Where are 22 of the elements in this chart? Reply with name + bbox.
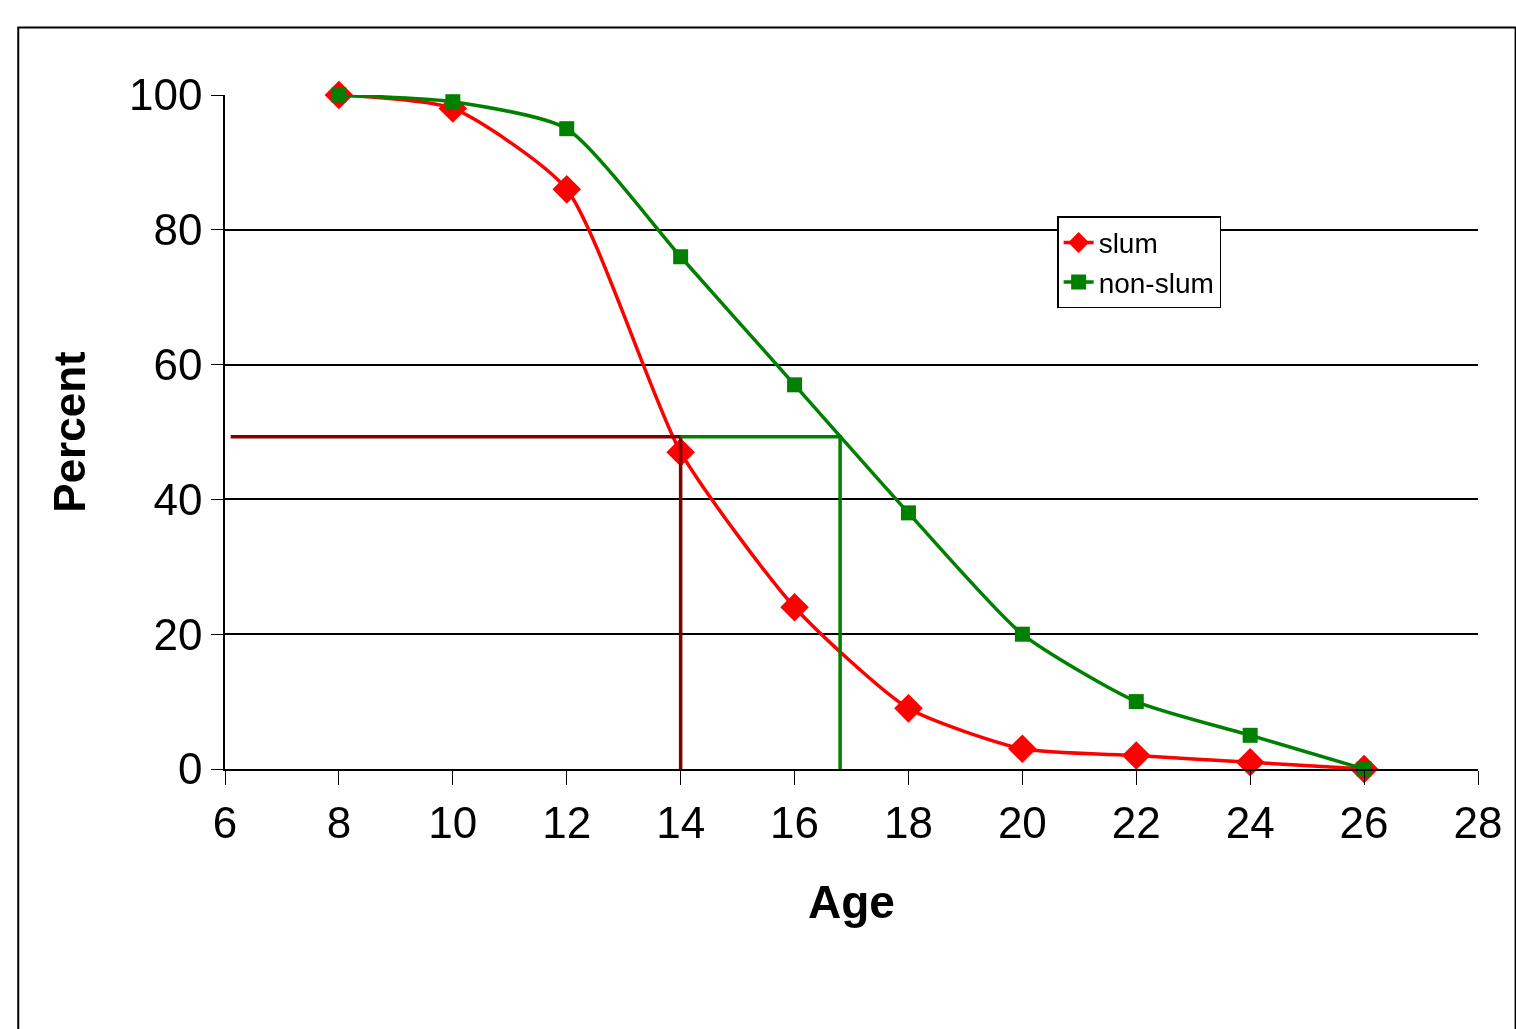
y-tick-label: 40 xyxy=(153,474,203,524)
x-axis-title: Age xyxy=(808,875,895,928)
x-tick-label: 20 xyxy=(997,797,1047,847)
x-tick-label: 14 xyxy=(656,797,706,847)
x-tick-label: 18 xyxy=(883,797,933,847)
y-tick-label: 60 xyxy=(153,340,203,389)
x-tick-label: 22 xyxy=(1111,797,1161,847)
x-tick-label: 28 xyxy=(1453,797,1503,847)
x-tick-label: 12 xyxy=(542,797,592,847)
y-tick-label: 0 xyxy=(177,744,203,794)
y-tick-label: 100 xyxy=(129,70,203,120)
x-tick-label: 8 xyxy=(326,797,352,847)
x-tick-label: 16 xyxy=(770,797,820,847)
x-tick-label: 6 xyxy=(212,797,238,847)
y-tick-label: 20 xyxy=(153,609,203,659)
y-tick-label: 80 xyxy=(153,205,203,255)
legend-label: non-slum xyxy=(1098,267,1214,299)
legend-label: slum xyxy=(1098,228,1158,260)
y-axis-title: Percent xyxy=(44,350,94,513)
x-tick-label: 26 xyxy=(1339,797,1389,847)
x-tick-label: 24 xyxy=(1225,797,1275,847)
x-tick-label: 10 xyxy=(428,797,478,847)
